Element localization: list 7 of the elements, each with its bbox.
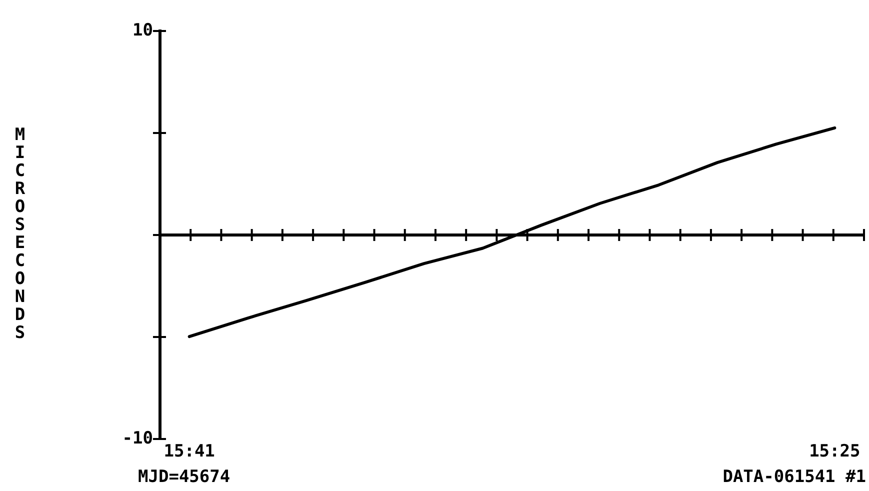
y-tick-label: 10 — [132, 20, 153, 40]
text: MICROSECONDS — [14, 124, 26, 343]
text: MJD=45674 — [138, 466, 230, 487]
x-tick-label: 15:25 — [809, 442, 860, 462]
y-tick-label: -10 — [122, 428, 153, 448]
text: DATA-061541 #1 — [722, 466, 866, 487]
x-tick-label: 15:41 — [164, 442, 215, 462]
